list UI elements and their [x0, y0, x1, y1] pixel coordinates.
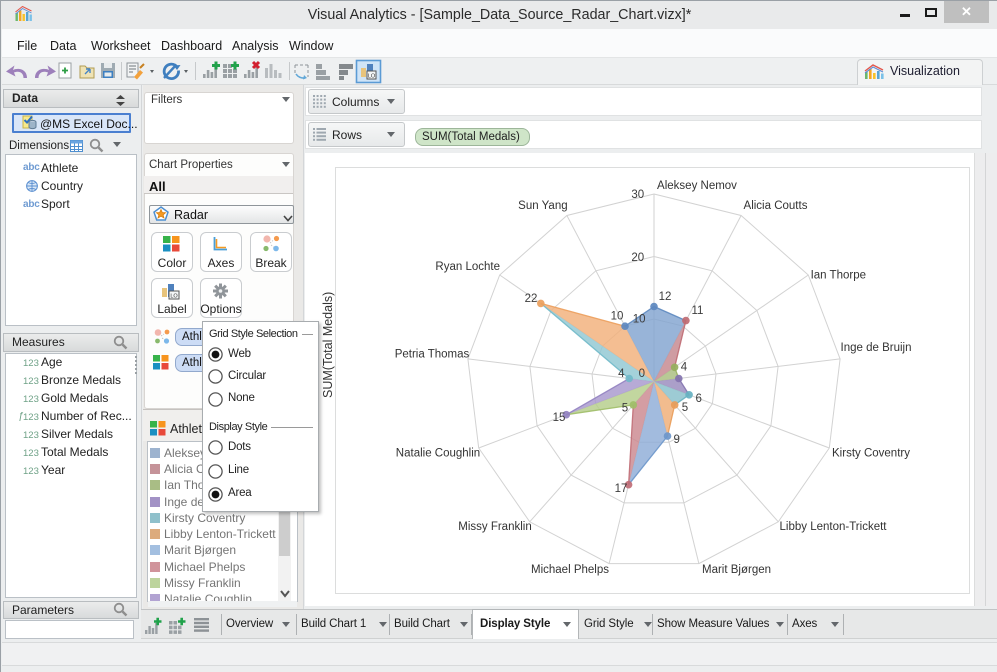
svg-text:10: 10 [611, 310, 624, 322]
svg-text:Alicia Coutts: Alicia Coutts [744, 200, 808, 212]
svg-text:4: 4 [618, 368, 625, 380]
svg-text:9: 9 [673, 434, 679, 446]
svg-text:22: 22 [525, 293, 538, 305]
svg-text:11: 11 [692, 305, 704, 317]
svg-text:Michael Phelps: Michael Phelps [531, 564, 609, 576]
svg-text:Ryan Lochte: Ryan Lochte [435, 261, 500, 273]
svg-text:Sun Yang: Sun Yang [518, 200, 567, 212]
svg-text:20: 20 [631, 252, 644, 264]
svg-text:Petria Thomas: Petria Thomas [395, 349, 470, 361]
svg-text:Missy Franklin: Missy Franklin [458, 521, 531, 533]
svg-text:Marit Bjørgen: Marit Bjørgen [702, 564, 771, 576]
svg-text:LO: LO [170, 294, 178, 300]
svg-text:4: 4 [681, 361, 688, 373]
svg-text:Libby Lenton-Trickett: Libby Lenton-Trickett [780, 521, 888, 533]
svg-text:6: 6 [695, 393, 701, 405]
svg-text:LO: LO [368, 74, 376, 80]
svg-text:10: 10 [633, 313, 646, 325]
svg-text:17: 17 [615, 483, 628, 495]
svg-text:0: 0 [639, 368, 645, 380]
svg-text:Kirsty Coventry: Kirsty Coventry [832, 448, 910, 460]
svg-text:Natalie Coughlin: Natalie Coughlin [396, 448, 480, 460]
svg-text:Aleksey Nemov: Aleksey Nemov [657, 180, 737, 192]
svg-text:Ian Thorpe: Ian Thorpe [811, 269, 866, 281]
svg-text:Inge de Bruijn: Inge de Bruijn [841, 342, 912, 354]
svg-text:12: 12 [659, 291, 672, 303]
svg-text:5: 5 [682, 402, 688, 414]
svg-text:30: 30 [631, 189, 644, 201]
svg-text:5: 5 [622, 402, 628, 414]
svg-text:15: 15 [553, 412, 566, 424]
